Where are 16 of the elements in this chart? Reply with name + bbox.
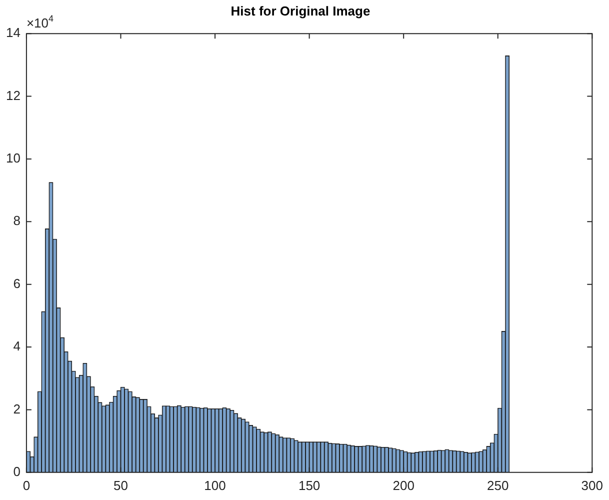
x-tick-label: 250 — [487, 478, 509, 493]
y-tick-label: 0 — [13, 464, 20, 479]
y-tick-label: 14 — [6, 25, 20, 40]
y-tick-label: 10 — [6, 150, 20, 166]
y-tick-label: 6 — [13, 276, 20, 291]
x-tick-label: 100 — [204, 478, 226, 493]
y-tick-label: 8 — [13, 213, 20, 228]
y-tick-label: 2 — [13, 401, 20, 416]
x-tick-label: 200 — [392, 478, 414, 493]
y-tick-label: 4 — [13, 338, 20, 354]
y-tick-label: 12 — [6, 88, 20, 103]
x-tick-label: 150 — [298, 478, 320, 493]
x-tick-label: 50 — [114, 478, 128, 493]
x-tick-label: 0 — [22, 478, 30, 493]
x-tick-label: 300 — [581, 478, 604, 493]
chart-title: Hist for Original Image — [230, 3, 370, 18]
